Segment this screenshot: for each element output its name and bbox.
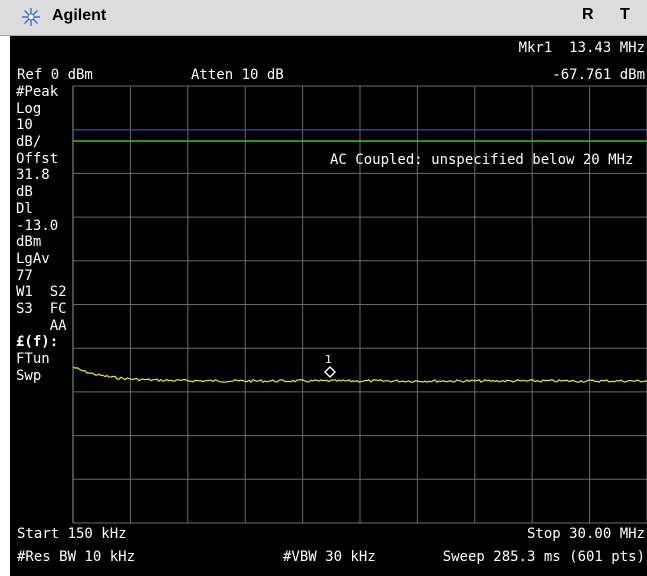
coupling-annotation: AC Coupled: unspecified below 20 MHz <box>330 152 634 168</box>
remote-indicator: R <box>582 6 594 23</box>
trace-status-2: S3 FC <box>16 300 67 317</box>
reference-level: Ref 0 dBm <box>17 67 93 83</box>
function-label: £(f): <box>16 334 59 351</box>
sweep-label: Swp <box>16 367 42 384</box>
marker-label: Mkr1 <box>518 40 553 56</box>
average-label: LgAv <box>16 250 50 267</box>
scale-value: 10 <box>16 117 33 134</box>
analyzer-display: Mkr1 13.43 MHz Ref 0 dBm Atten 10 dB -67… <box>10 36 647 576</box>
attenuation: Atten 10 dB <box>191 67 284 83</box>
marker-amplitude: -67.761 dBm <box>552 67 645 83</box>
agilent-logo-icon <box>22 8 40 26</box>
trace-status-1: W1 S2 <box>16 284 67 301</box>
marker-frequency: 13.43 MHz <box>569 40 645 56</box>
display-line-unit: dBm <box>16 234 42 251</box>
stop-frequency: Stop 30.00 MHz <box>526 526 645 542</box>
resolution-bandwidth: #Res BW 10 kHz <box>17 549 136 565</box>
start-frequency: Start 150 kHz <box>17 526 127 542</box>
left-annotation-panel: #Peak Log 10 dB/ Offst 31.8 dB Dl -13.0 … <box>16 84 67 384</box>
brand-name: Agilent <box>52 7 107 24</box>
scale-type: Log <box>16 100 42 117</box>
ftun-label: FTun <box>16 351 50 367</box>
marker-number: 1 <box>325 353 332 366</box>
scale-unit: dB/ <box>16 134 42 151</box>
marker-diamond-icon <box>324 366 336 378</box>
spectrum-trace <box>72 366 647 383</box>
offset-unit: dB <box>16 184 33 201</box>
marker-readout: Mkr1 13.43 MHz <box>519 40 645 56</box>
trigger-indicator: T <box>620 6 630 23</box>
trace-status-3: AA <box>16 317 67 334</box>
detector-label: #Peak <box>16 84 59 100</box>
video-bandwidth: #VBW 30 kHz <box>283 549 376 565</box>
instrument-header: Agilent R T <box>0 0 647 36</box>
sweep-time: Sweep 285.3 ms (601 pts) <box>442 549 645 565</box>
spectrum-plot <box>72 85 647 524</box>
display-line-label: Dl <box>16 200 33 217</box>
offset-label: Offst <box>16 150 59 167</box>
graticule <box>72 85 647 524</box>
average-value: 77 <box>16 267 33 284</box>
offset-value: 31.8 <box>16 167 50 184</box>
display-line-value: -13.0 <box>16 217 59 234</box>
